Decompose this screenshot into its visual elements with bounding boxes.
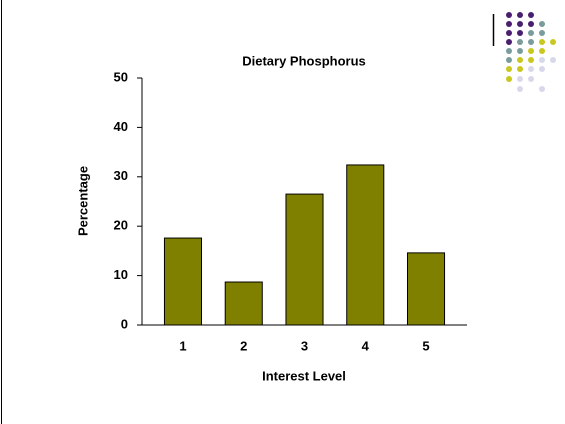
y-tick-label: 20 (114, 218, 128, 233)
bar (285, 193, 324, 326)
y-tick-label: 40 (114, 119, 128, 134)
y-tick-label: 10 (114, 267, 128, 282)
x-tick-label: 1 (179, 338, 186, 353)
bar (224, 281, 263, 326)
decor-dots (506, 12, 556, 92)
x-tick-label: 3 (301, 338, 308, 353)
x-tick-label: 5 (422, 338, 429, 353)
y-tick-label: 30 (114, 168, 128, 183)
x-tick-label: 2 (240, 338, 247, 353)
bar (346, 164, 385, 326)
y-tick-label: 0 (121, 316, 128, 331)
y-tick-label: 50 (114, 69, 128, 84)
bar (406, 252, 446, 326)
bar (163, 237, 203, 326)
x-axis-label: Interest Level (262, 368, 346, 383)
x-tick-label: 4 (362, 338, 370, 353)
chart-title: Dietary Phosphorus (242, 53, 366, 68)
y-axis-label: Percentage (75, 166, 90, 236)
